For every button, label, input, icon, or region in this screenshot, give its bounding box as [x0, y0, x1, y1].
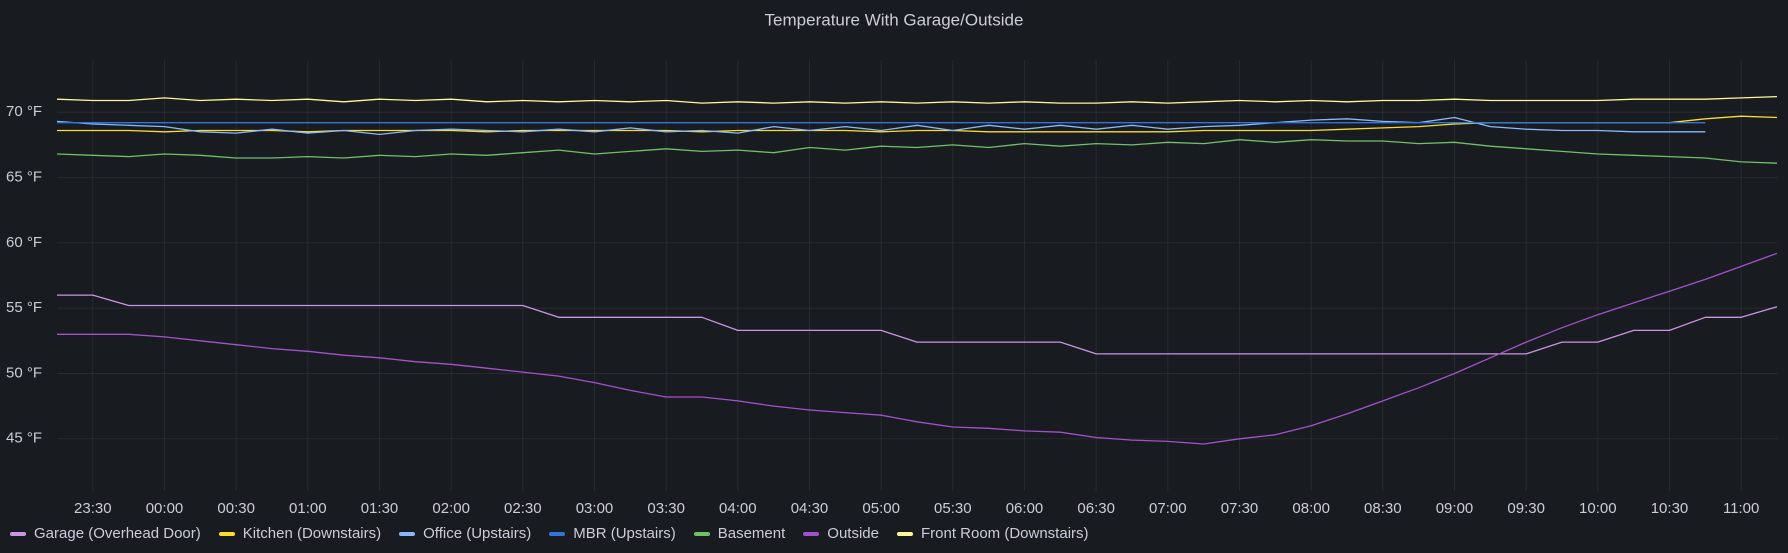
series-line	[56, 95, 1778, 104]
x-tick-label: 01:30	[361, 500, 399, 517]
x-tick-label: 05:00	[862, 500, 900, 517]
x-tick-label: 08:00	[1292, 500, 1330, 517]
legend-label: Front Room (Downstairs)	[920, 525, 1089, 542]
legend-swatch	[399, 531, 416, 536]
legend-label: Basement	[717, 525, 786, 542]
y-tick-label: 60 °F	[6, 234, 42, 251]
legend: Garage (Overhead Door) Kitchen (Downstair…	[10, 525, 1089, 542]
x-tick-label: 10:30	[1651, 500, 1689, 517]
series-line	[57, 294, 1778, 355]
legend-label: Outside	[827, 525, 879, 542]
x-tick-label: 01:00	[289, 500, 327, 517]
x-tick-label: 09:30	[1507, 500, 1545, 517]
x-tick-label: 04:30	[791, 500, 829, 517]
x-tick-label: 08:30	[1364, 500, 1402, 517]
x-tick-label: 07:00	[1149, 500, 1187, 517]
legend-item[interactable]: Garage (Overhead Door)	[10, 525, 201, 542]
x-tick-label: 03:30	[647, 500, 685, 517]
x-tick-label: 00:30	[217, 500, 255, 517]
legend-item[interactable]: Kitchen (Downstairs)	[218, 525, 382, 542]
legend-item[interactable]: Basement	[693, 525, 786, 542]
series-line	[56, 116, 1706, 136]
legend-label: MBR (Upstairs)	[573, 525, 676, 542]
series-line	[57, 115, 1778, 133]
x-tick-label: 04:00	[719, 500, 757, 517]
y-tick-label: 70 °F	[6, 103, 42, 120]
series-line	[56, 139, 1778, 164]
x-tick-label: 06:30	[1077, 500, 1115, 517]
legend-item[interactable]: Office (Upstairs)	[399, 525, 531, 542]
x-tick-label: 09:00	[1436, 500, 1474, 517]
legend-swatch	[896, 531, 913, 536]
legend-item[interactable]: Front Room (Downstairs)	[896, 525, 1089, 542]
y-tick-label: 65 °F	[6, 169, 42, 186]
x-tick-label: 03:00	[576, 500, 614, 517]
legend-label: Kitchen (Downstairs)	[242, 525, 382, 542]
x-tick-label: 10:00	[1579, 500, 1617, 517]
legend-swatch	[803, 531, 820, 536]
legend-swatch	[218, 531, 235, 536]
x-tick-label: 02:30	[504, 500, 542, 517]
legend-item[interactable]: MBR (Upstairs)	[549, 525, 676, 542]
x-tick-label: 05:30	[934, 500, 972, 517]
legend-label: Office (Upstairs)	[423, 525, 532, 542]
chart-title: Temperature With Garage/Outside	[765, 10, 1024, 29]
x-tick-label: 23:30	[74, 500, 112, 517]
y-tick-label: 50 °F	[6, 364, 42, 381]
legend-swatch	[10, 531, 26, 536]
legend-swatch	[549, 531, 566, 536]
x-tick-label: 11:00	[1723, 500, 1759, 517]
legend-swatch	[693, 531, 710, 536]
series-line	[57, 252, 1778, 445]
x-tick-label: 07:30	[1221, 500, 1259, 517]
x-tick-label: 00:00	[146, 500, 184, 517]
y-tick-label: 45 °F	[6, 430, 42, 447]
legend-label: Garage (Overhead Door)	[34, 525, 201, 542]
y-tick-label: 55 °F	[6, 299, 42, 316]
x-tick-label: 06:00	[1006, 500, 1044, 517]
legend-item[interactable]: Outside	[803, 525, 879, 542]
x-tick-label: 02:00	[432, 500, 470, 517]
chart: Temperature With Garage/Outside 45 °F 50 …	[6, 10, 1778, 517]
